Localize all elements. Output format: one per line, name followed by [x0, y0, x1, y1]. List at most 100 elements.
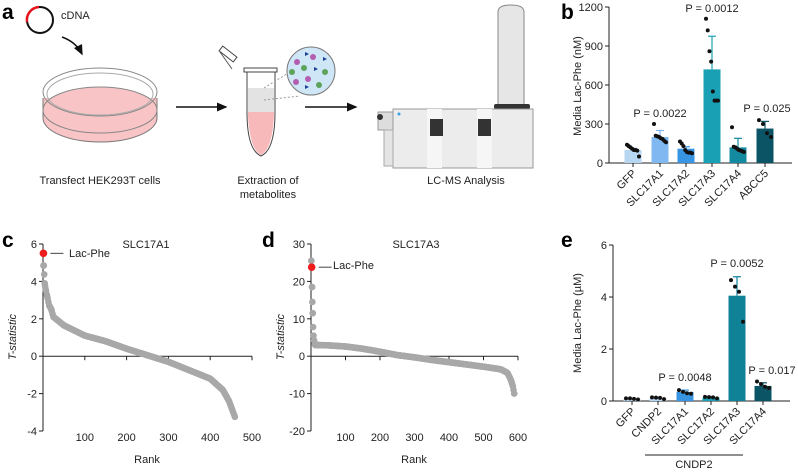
x-tick-label: 300: [159, 432, 177, 444]
step2-label-line1: Extraction of: [237, 175, 299, 187]
panel-a-schematic: cDNA Transfect HEK293T cells Extract: [25, 4, 534, 201]
data-point: [41, 279, 48, 287]
highlight-label: Lac-Phe: [333, 260, 374, 272]
y-tick-label: 0: [601, 396, 607, 408]
data-point: [755, 379, 759, 384]
y-tick-label: -20: [289, 426, 305, 438]
x-tick-label: ABCC5: [737, 168, 771, 202]
data-point: [632, 396, 636, 401]
y-tick-label: 2: [601, 344, 607, 356]
data-point: [763, 384, 767, 389]
x-tick-label: 600: [509, 432, 527, 444]
highlight-point: [307, 263, 316, 271]
x-tick-label: 100: [336, 432, 354, 444]
tube-icon: [218, 45, 336, 157]
x-tick-label: 400: [440, 432, 458, 444]
data-point: [650, 395, 654, 400]
x-tick-label: 500: [243, 432, 261, 444]
y-tick-label: 4: [31, 276, 37, 288]
y-axis-label: T-statistic: [275, 313, 287, 360]
y-tick-label: -2: [27, 389, 37, 401]
data-point: [43, 293, 51, 300]
bar: [623, 399, 641, 401]
data-point: [309, 298, 316, 306]
group-label: CNDP2: [675, 459, 712, 470]
x-tick-label: 500: [474, 432, 492, 444]
y-tick-label: 0: [597, 158, 603, 170]
data-point: [60, 322, 68, 329]
data-point: [710, 89, 715, 94]
bar: [754, 385, 772, 401]
panel-e-chart: Media Lac-Phe (µM) P = 0.0048 P = 0.0052…: [572, 240, 796, 471]
data-point: [729, 278, 733, 283]
data-point: [716, 98, 720, 103]
data-point: [628, 396, 632, 401]
data-point: [510, 390, 518, 397]
data-point: [761, 122, 765, 126]
x-axis-label: Rank: [134, 454, 160, 466]
y-tick-label: 4: [601, 292, 607, 304]
y-tick-label: 0: [31, 351, 37, 363]
bar: [676, 391, 694, 401]
data-point: [677, 388, 681, 393]
x-tick-label: 100: [76, 432, 94, 444]
panel-b-chart: Media Lac-Phe (nM) P = 0.0022 P = 0.0012…: [572, 2, 792, 209]
data-point: [715, 396, 719, 401]
p-value-label: P = 0.0052: [710, 258, 763, 270]
panel-c-chart: SLC17A1 Rank T-statistic Lac-Phe -4 -2 0 2 4…: [7, 239, 261, 466]
y-tick-label: 10: [293, 314, 305, 326]
data-point: [705, 28, 710, 33]
data-point: [308, 283, 316, 291]
bar: [728, 295, 746, 401]
data-point: [765, 131, 769, 136]
data-point: [757, 118, 761, 123]
y-tick-label: -10: [289, 389, 305, 401]
data-point: [681, 144, 686, 149]
data-point: [664, 140, 668, 145]
bar: [624, 150, 642, 163]
p-value-label: P = 0.0012: [685, 3, 738, 15]
y-tick-label: 900: [585, 41, 603, 53]
culture-dish-icon: [42, 67, 158, 143]
highlight-label: Lac-Phe: [69, 248, 110, 260]
y-tick-label: 600: [585, 80, 603, 92]
p-value-label: P = 0.0048: [658, 372, 711, 384]
data-point: [709, 59, 714, 64]
y-tick-label: -4: [27, 426, 37, 438]
arrow-icon: [61, 36, 83, 56]
panel-d-chart: SLC17A3 Rank T-statistic Lac-Phe -20 -10 0…: [275, 239, 527, 466]
y-tick-label: 6: [601, 240, 607, 252]
data-point: [40, 262, 48, 269]
data-point: [624, 396, 628, 401]
bar: [651, 137, 669, 163]
panel-letter-b: b: [561, 1, 574, 24]
data-point: [742, 149, 746, 154]
bar: [756, 128, 774, 163]
data-point: [741, 319, 745, 324]
chart-title: SLC17A1: [122, 239, 169, 251]
data-point: [685, 391, 689, 396]
panel-letter-c: c: [2, 229, 14, 252]
x-tick-label: 200: [117, 432, 135, 444]
data-point: [704, 16, 708, 21]
x-tick-label: 300: [405, 432, 423, 444]
data-point: [759, 382, 763, 387]
y-tick-label: 300: [585, 119, 603, 131]
y-tick-label: 2: [31, 314, 37, 326]
x-tick-label: 400: [201, 432, 219, 444]
data-point: [690, 151, 694, 156]
data-point: [635, 148, 640, 153]
panel-letter-d: d: [262, 229, 275, 252]
data-point: [311, 341, 319, 349]
data-point: [707, 49, 712, 54]
p-value-label: P = 0.025: [743, 103, 790, 115]
chart-title: SLC17A3: [392, 239, 439, 251]
y-tick-label: 30: [293, 239, 305, 251]
data-point: [711, 395, 715, 400]
y-axis-label: Media Lac-Phe (µM): [572, 273, 584, 373]
y-axis-label: T-statistic: [7, 313, 19, 360]
data-point: [733, 284, 737, 289]
p-value-label: P = 0.0022: [633, 108, 686, 120]
x-axis-label: Rank: [401, 454, 427, 466]
